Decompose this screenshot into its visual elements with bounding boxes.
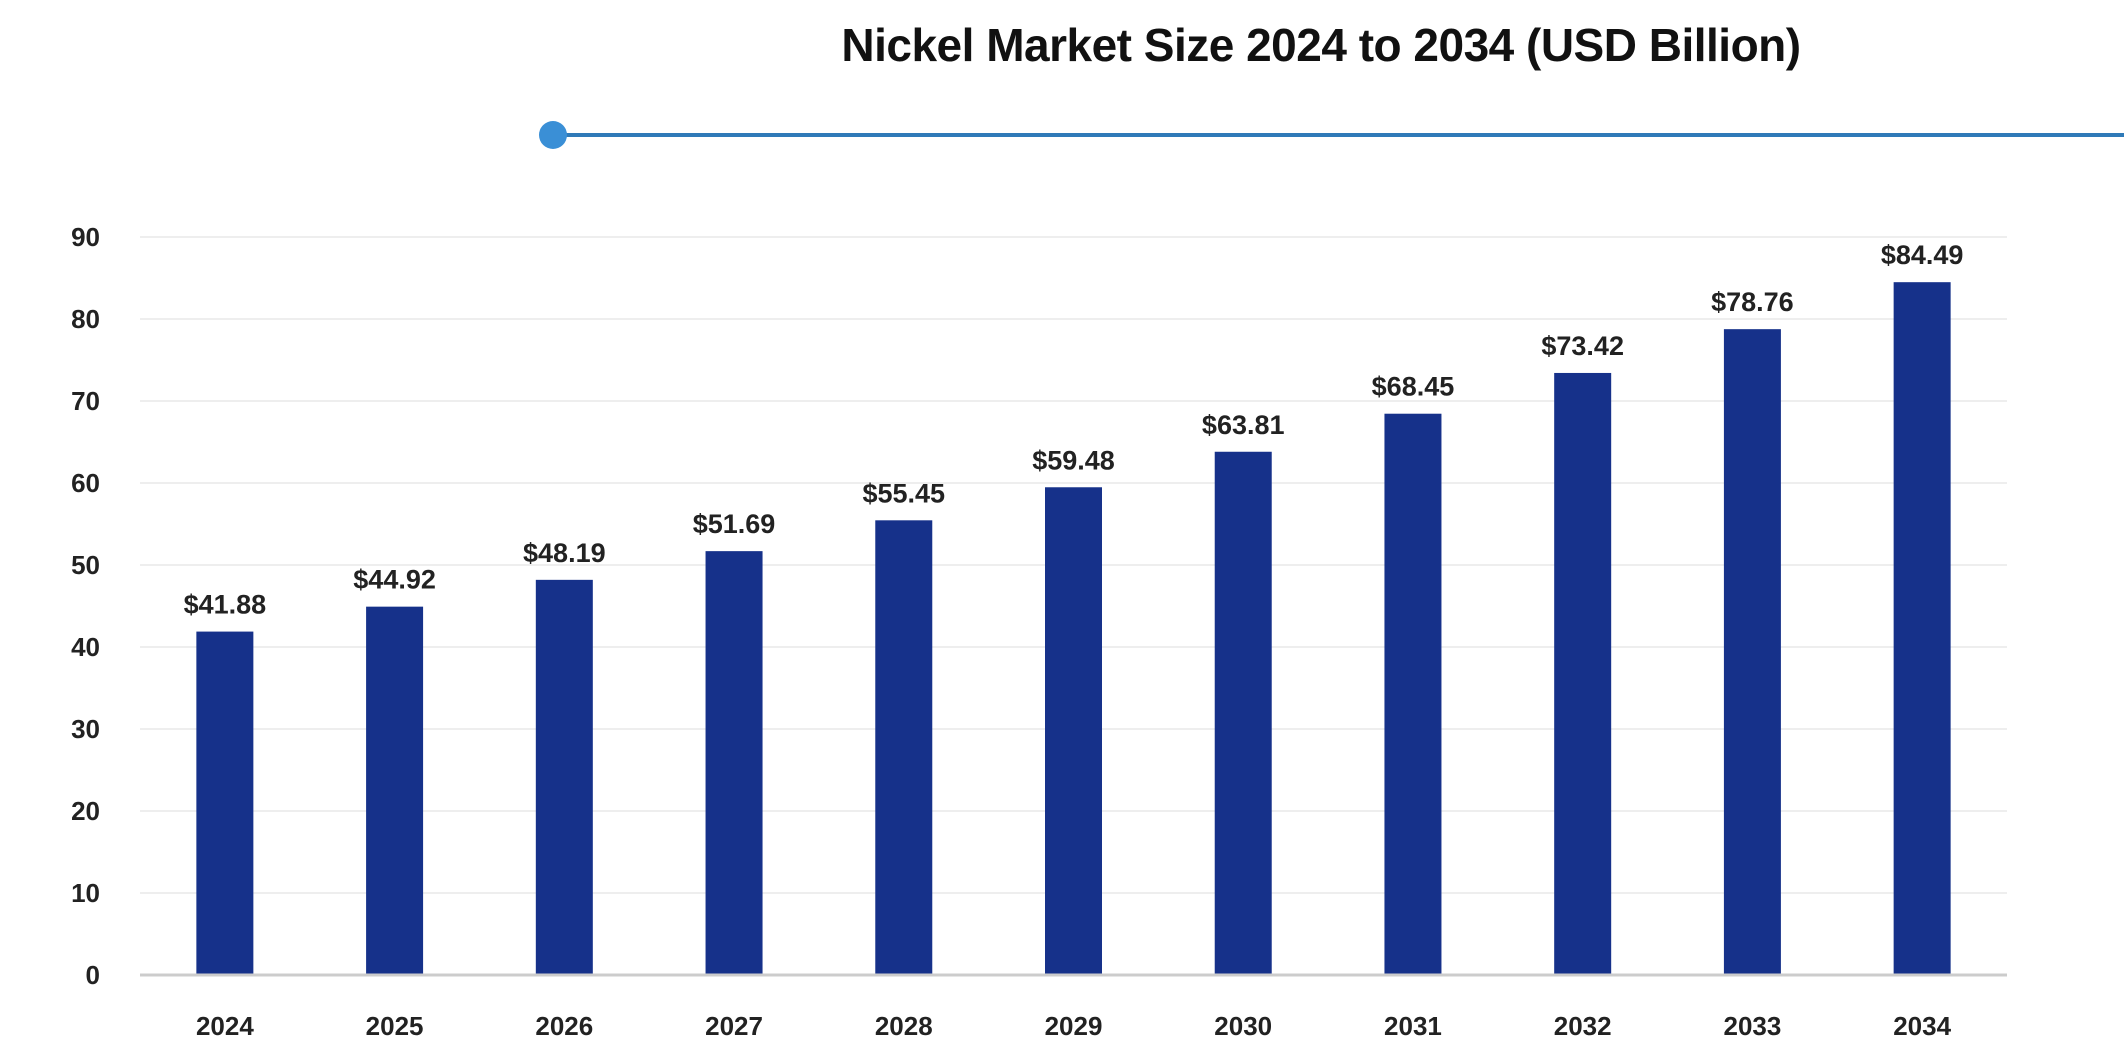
bar-2034 bbox=[1893, 282, 1951, 975]
bar-2026 bbox=[535, 579, 593, 975]
x-tick-label: 2024 bbox=[196, 1011, 254, 1041]
data-label: $55.45 bbox=[862, 478, 945, 508]
bar-2025 bbox=[366, 606, 424, 975]
bar-2028 bbox=[875, 520, 933, 975]
y-tick-label: 0 bbox=[86, 960, 100, 990]
data-label: $84.49 bbox=[1881, 240, 1964, 270]
bar-2032 bbox=[1554, 372, 1612, 975]
bar-2030 bbox=[1214, 451, 1272, 975]
y-tick-label: 70 bbox=[71, 386, 100, 416]
y-tick-label: 10 bbox=[71, 878, 100, 908]
data-label: $68.45 bbox=[1372, 372, 1455, 402]
x-tick-label: 2034 bbox=[1893, 1011, 1951, 1041]
data-label: $48.19 bbox=[523, 538, 606, 568]
data-label: $41.88 bbox=[184, 590, 267, 620]
bar-2031 bbox=[1384, 413, 1442, 976]
y-tick-label: 30 bbox=[71, 714, 100, 744]
bar-2024 bbox=[196, 631, 254, 975]
y-tick-label: 80 bbox=[71, 304, 100, 334]
x-tick-label: 2025 bbox=[366, 1011, 424, 1041]
bar-2029 bbox=[1045, 487, 1102, 975]
x-tick-label: 2027 bbox=[705, 1011, 763, 1041]
y-tick-label: 90 bbox=[71, 222, 100, 252]
data-label: $78.76 bbox=[1711, 287, 1794, 317]
y-tick-label: 60 bbox=[71, 468, 100, 498]
accent-dot bbox=[539, 121, 567, 149]
data-label: $59.48 bbox=[1032, 445, 1115, 475]
x-tick-label: 2029 bbox=[1045, 1011, 1103, 1041]
bar-2027 bbox=[705, 551, 763, 975]
chart-title: Nickel Market Size 2024 to 2034 (USD Bil… bbox=[841, 19, 1801, 71]
data-label: $51.69 bbox=[693, 509, 776, 539]
bar-2033 bbox=[1723, 329, 1781, 976]
data-label: $73.42 bbox=[1541, 331, 1624, 361]
x-tick-label: 2026 bbox=[535, 1011, 593, 1041]
x-tick-label: 2032 bbox=[1554, 1011, 1612, 1041]
data-label: $63.81 bbox=[1202, 410, 1285, 440]
data-label: $44.92 bbox=[353, 565, 436, 595]
x-tick-label: 2033 bbox=[1723, 1011, 1781, 1041]
x-tick-label: 2030 bbox=[1214, 1011, 1272, 1041]
x-tick-label: 2031 bbox=[1384, 1011, 1442, 1041]
x-tick-label: 2028 bbox=[875, 1011, 933, 1041]
y-tick-label: 40 bbox=[71, 632, 100, 662]
y-tick-label: 20 bbox=[71, 796, 100, 826]
y-tick-label: 50 bbox=[71, 550, 100, 580]
